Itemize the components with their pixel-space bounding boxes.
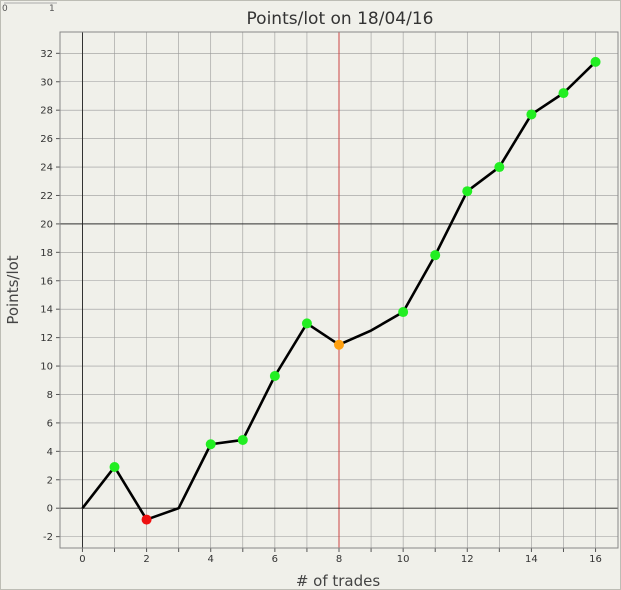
- data-point: [526, 109, 537, 120]
- y-tick-label: 10: [40, 362, 53, 373]
- markers: [109, 56, 601, 525]
- x-tick-label: 12: [461, 554, 474, 565]
- chart-title: Points/lot on 18/04/16: [247, 9, 434, 29]
- data-point: [334, 339, 344, 350]
- tick-labels: 0 2 4 6 8 10 12 14 16-20246810121416182022242628…: [40, 49, 602, 565]
- data-point: [205, 439, 216, 450]
- y-tick-label: 20: [40, 219, 53, 230]
- y-tick-label: 8: [47, 390, 53, 401]
- y-tick-label: 0: [47, 504, 53, 515]
- data-point: [141, 514, 152, 525]
- y-tick-label: 2: [47, 475, 53, 486]
- data-point: [430, 250, 441, 261]
- axes: [56, 31, 619, 552]
- x-tick-label: 14: [525, 554, 538, 565]
- x-tick-label: 16: [589, 554, 602, 565]
- x-tick-label: 8: [336, 554, 342, 565]
- y-tick-label: 22: [40, 191, 53, 202]
- data-point: [590, 56, 601, 67]
- data-point: [237, 434, 248, 445]
- x-tick-label: 6: [272, 554, 278, 565]
- y-tick-label: 14: [40, 305, 53, 316]
- corner-label-left: 0: [2, 4, 8, 14]
- plot-border: [59, 31, 619, 549]
- y-tick-label: 18: [40, 248, 53, 259]
- y-tick-label: 24: [40, 163, 53, 174]
- y-tick-label: 26: [40, 134, 53, 145]
- y-tick-label: 32: [40, 49, 53, 60]
- x-tick-label: 4: [208, 554, 214, 565]
- y-tick-label: 12: [40, 333, 53, 344]
- data-point: [301, 318, 312, 329]
- y-tick-label: 28: [40, 106, 53, 117]
- y-tick-label: 16: [40, 276, 53, 287]
- reference-lines: [60, 32, 618, 548]
- data-point: [398, 307, 409, 318]
- y-tick-label: -2: [43, 532, 53, 543]
- x-tick-label: 0: [79, 554, 85, 565]
- data-point: [269, 371, 280, 381]
- data-point: [109, 461, 120, 472]
- x-tick-label: 2: [143, 554, 149, 565]
- y-tick-label: 30: [40, 77, 53, 88]
- x-tick-label: 10: [397, 554, 410, 565]
- y-tick-label: 6: [47, 418, 53, 429]
- data-point: [558, 88, 569, 99]
- data-point: [462, 186, 473, 197]
- y-axis-title: Points/lot: [4, 255, 22, 324]
- y-tick-label: 4: [47, 447, 53, 458]
- data-point: [494, 162, 505, 173]
- x-axis-title: # of trades: [296, 572, 381, 590]
- corner-label-right: 1: [49, 4, 55, 14]
